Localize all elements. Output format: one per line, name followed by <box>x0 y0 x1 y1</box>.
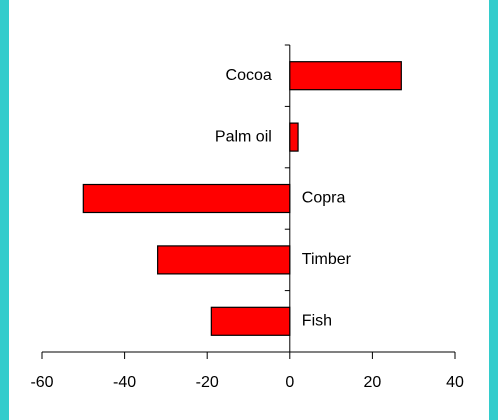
left-border <box>0 0 9 420</box>
x-tick-label: 40 <box>446 374 464 391</box>
category-label: Copra <box>302 190 346 207</box>
x-tick-label: -40 <box>113 374 136 391</box>
category-label: Fish <box>302 313 332 330</box>
category-label: Cocoa <box>226 67 272 84</box>
bar <box>157 245 291 275</box>
x-tick-label: -20 <box>196 374 219 391</box>
right-border <box>489 0 498 420</box>
x-tick-label: 0 <box>285 374 294 391</box>
bar <box>289 61 402 91</box>
bar <box>210 306 291 336</box>
category-label: Timber <box>302 251 352 268</box>
category-label: Palm oil <box>215 128 272 145</box>
bar <box>289 122 299 152</box>
x-tick-label: 20 <box>364 374 382 391</box>
x-tick-label: -60 <box>30 374 53 391</box>
bar <box>82 183 291 214</box>
